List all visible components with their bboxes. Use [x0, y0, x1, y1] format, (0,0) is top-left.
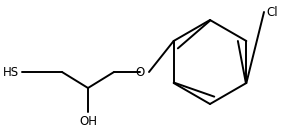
- Text: Cl: Cl: [266, 6, 278, 18]
- Text: OH: OH: [79, 115, 97, 128]
- Text: O: O: [135, 66, 145, 79]
- Text: HS: HS: [3, 66, 19, 79]
